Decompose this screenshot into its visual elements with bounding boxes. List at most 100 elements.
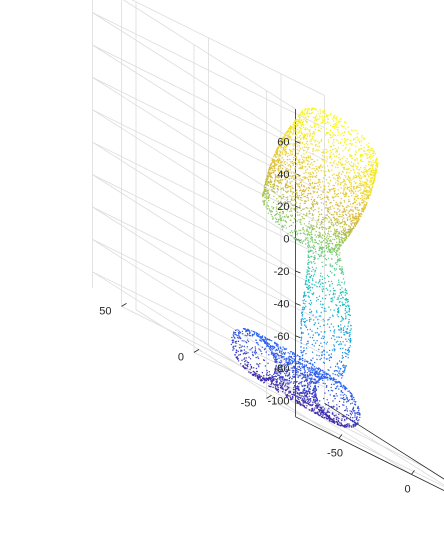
data-point <box>271 190 273 192</box>
data-point <box>326 415 329 417</box>
data-point <box>337 296 339 299</box>
data-point <box>305 407 307 409</box>
data-point <box>308 320 311 322</box>
data-point <box>307 375 310 377</box>
data-point <box>363 176 365 178</box>
data-point <box>343 303 345 306</box>
data-point <box>270 347 272 350</box>
data-point <box>310 366 313 368</box>
data-point <box>339 252 341 254</box>
data-point <box>274 174 277 176</box>
data-point <box>329 137 331 139</box>
data-point <box>305 243 307 245</box>
data-point <box>266 178 269 180</box>
data-point <box>325 417 327 419</box>
data-point <box>316 196 319 199</box>
data-point <box>243 328 245 330</box>
data-point <box>261 372 264 374</box>
data-point <box>328 306 330 308</box>
data-point <box>320 186 322 188</box>
data-point <box>363 150 365 152</box>
data-point <box>298 149 300 151</box>
data-point <box>333 296 335 298</box>
data-point <box>334 380 336 383</box>
data-point <box>332 400 334 402</box>
data-point <box>342 341 344 343</box>
data-point <box>339 226 341 228</box>
data-point <box>302 189 305 191</box>
data-point <box>288 225 291 228</box>
data-point <box>365 185 368 187</box>
data-point <box>343 404 345 406</box>
data-point <box>273 168 276 170</box>
data-point <box>286 396 288 398</box>
data-point <box>295 371 298 374</box>
data-point <box>266 342 269 344</box>
data-point <box>284 142 286 144</box>
data-point <box>287 395 289 397</box>
data-point <box>233 332 236 334</box>
data-point <box>309 336 311 339</box>
data-point <box>298 400 301 403</box>
data-point <box>340 422 342 425</box>
data-point <box>315 123 317 126</box>
data-point <box>338 372 340 374</box>
data-point <box>325 415 327 417</box>
data-point <box>295 161 297 163</box>
data-point <box>277 159 279 161</box>
data-point <box>299 175 301 177</box>
data-point <box>333 422 336 424</box>
data-point <box>309 303 312 306</box>
data-point <box>314 234 316 236</box>
data-point <box>334 122 337 125</box>
data-point <box>291 367 294 369</box>
data-point <box>308 392 311 394</box>
data-point <box>237 340 240 343</box>
data-point <box>330 353 333 355</box>
data-point <box>335 218 337 220</box>
data-point <box>292 394 294 396</box>
data-point <box>290 381 292 383</box>
data-point <box>282 136 285 138</box>
data-point <box>275 371 277 373</box>
data-point <box>310 256 312 258</box>
data-point <box>335 393 337 395</box>
data-point <box>278 361 280 363</box>
data-point <box>326 246 328 248</box>
data-point <box>306 361 309 363</box>
data-point <box>341 352 344 354</box>
data-point <box>340 367 342 370</box>
data-point <box>348 425 350 427</box>
data-point <box>310 274 313 277</box>
data-point <box>307 233 309 235</box>
data-point <box>348 350 351 352</box>
data-point <box>323 320 325 322</box>
data-point <box>357 213 360 216</box>
data-point <box>328 234 330 236</box>
data-point <box>313 409 315 411</box>
data-point <box>344 234 346 236</box>
data-point <box>306 273 308 276</box>
data-point <box>321 228 324 230</box>
data-point <box>315 388 318 390</box>
data-point <box>302 350 305 352</box>
data-point <box>289 183 291 185</box>
data-point <box>311 187 313 189</box>
data-point <box>337 247 339 249</box>
data-point <box>282 159 285 161</box>
data-point <box>360 183 362 185</box>
data-point <box>297 375 299 377</box>
data-point <box>320 241 322 244</box>
data-point <box>359 189 361 192</box>
data-point <box>333 344 335 346</box>
data-point <box>317 129 320 132</box>
data-point <box>370 149 373 152</box>
data-point <box>242 333 244 335</box>
data-point <box>268 199 270 202</box>
data-point <box>341 415 343 418</box>
data-point <box>280 352 282 354</box>
data-point <box>330 164 333 166</box>
data-point <box>309 207 312 210</box>
data-point <box>278 182 280 184</box>
data-point <box>347 314 349 316</box>
